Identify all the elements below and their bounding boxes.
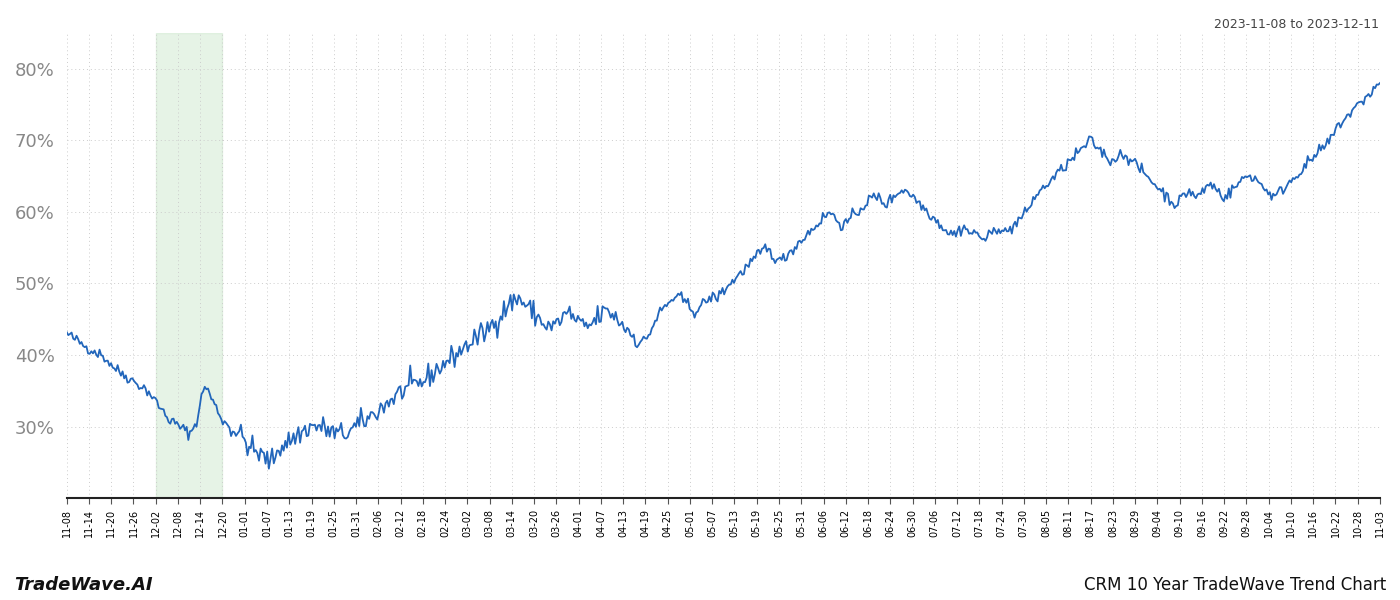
Text: TradeWave.AI: TradeWave.AI: [14, 576, 153, 594]
Text: 2023-11-08 to 2023-12-11: 2023-11-08 to 2023-12-11: [1214, 18, 1379, 31]
Text: CRM 10 Year TradeWave Trend Chart: CRM 10 Year TradeWave Trend Chart: [1084, 576, 1386, 594]
Bar: [155, 33, 223, 498]
